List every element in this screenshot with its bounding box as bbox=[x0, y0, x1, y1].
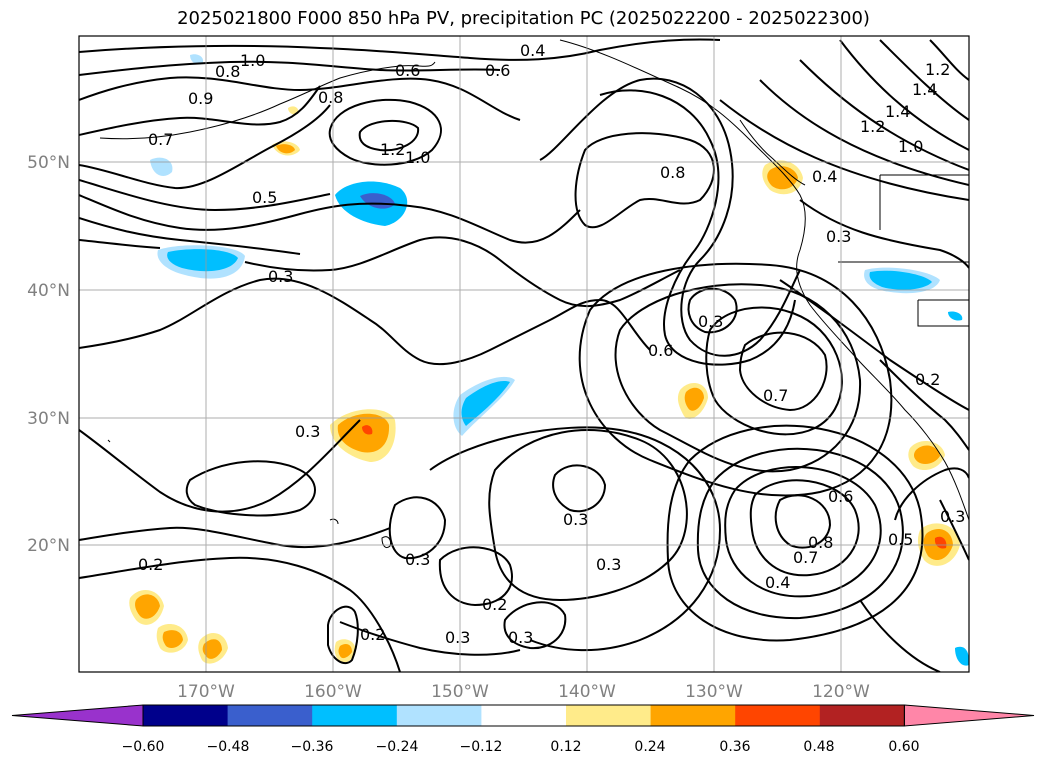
lon-label: 150°W bbox=[431, 682, 489, 702]
colorbar-tick-labels: −0.60 −0.48 −0.36 −0.24 −0.12 0.12 0.24 … bbox=[122, 739, 920, 755]
colorbar-tick-label: 0.36 bbox=[719, 739, 750, 755]
colorbar-segment bbox=[481, 705, 567, 726]
contour-label: 0.2 bbox=[138, 555, 163, 574]
lat-label: 20°N bbox=[27, 536, 70, 556]
latitude-labels: 50°N 40°N 30°N 20°N bbox=[27, 153, 70, 556]
contour-label: 0.3 bbox=[268, 267, 293, 286]
contour-label: 0.3 bbox=[698, 312, 723, 331]
contour-label: 1.0 bbox=[898, 137, 923, 156]
contour-label: 0.8 bbox=[215, 62, 240, 81]
contour-label: 1.4 bbox=[885, 102, 910, 121]
colorbar-segment bbox=[143, 705, 229, 726]
contour-label: 0.9 bbox=[188, 89, 213, 108]
contour-label: 0.6 bbox=[828, 487, 853, 506]
graticule bbox=[79, 36, 969, 672]
contour-label: 0.7 bbox=[148, 130, 173, 149]
contour-label: 0.3 bbox=[596, 555, 621, 574]
lat-label: 30°N bbox=[27, 409, 70, 429]
contour-label: 0.8 bbox=[660, 163, 685, 182]
colorbar-segment bbox=[650, 705, 736, 726]
contour-label: 0.2 bbox=[915, 370, 940, 389]
contour-label: 1.2 bbox=[860, 117, 885, 136]
colorbar-tick-label: 0.48 bbox=[803, 739, 834, 755]
colorbar-segment bbox=[396, 705, 482, 726]
contour-label: 0.5 bbox=[888, 530, 913, 549]
contour-label: 1.0 bbox=[405, 148, 430, 167]
map-area bbox=[79, 36, 969, 672]
contour-label: 0.2 bbox=[482, 595, 507, 614]
contour-label: 0.2 bbox=[360, 625, 385, 644]
lon-label: 170°W bbox=[177, 682, 235, 702]
lon-label: 120°W bbox=[812, 682, 870, 702]
contour-label: 0.7 bbox=[793, 548, 818, 567]
map-frame bbox=[78, 35, 970, 673]
colorbar-tick-label: −0.48 bbox=[207, 739, 250, 755]
contour-label: 0.3 bbox=[405, 550, 430, 569]
map-title: 2025021800 F000 850 hPa PV, precipitatio… bbox=[177, 8, 870, 29]
contour-label: 0.7 bbox=[763, 386, 788, 405]
colorbar-tick-label: −0.12 bbox=[460, 739, 503, 755]
lat-label: 50°N bbox=[27, 153, 70, 173]
contour-label: 0.6 bbox=[485, 61, 510, 80]
contour-label: 0.3 bbox=[563, 510, 588, 529]
lon-label: 140°W bbox=[558, 682, 616, 702]
contour-label: 0.3 bbox=[508, 628, 533, 647]
colorbar-tick-label: 0.60 bbox=[888, 739, 919, 755]
lat-label: 40°N bbox=[27, 281, 70, 301]
contour-label: 0.3 bbox=[445, 628, 470, 647]
colorbar-segment bbox=[566, 705, 652, 726]
contour-label: 0.3 bbox=[826, 227, 851, 246]
contour-label: 0.6 bbox=[648, 341, 673, 360]
colorbar-tick-label: −0.36 bbox=[291, 739, 334, 755]
contour-label: 0.4 bbox=[812, 167, 837, 186]
contour-label: 0.4 bbox=[520, 41, 545, 60]
colorbar-extend-right bbox=[903, 704, 1035, 727]
colorbar-tick-label: 0.12 bbox=[550, 739, 581, 755]
contour-label: 0.5 bbox=[252, 188, 277, 207]
colorbar-outline bbox=[142, 704, 905, 727]
colorbar bbox=[11, 704, 1035, 727]
colorbar-segment bbox=[735, 705, 821, 726]
colorbar-tick-label: −0.60 bbox=[122, 739, 165, 755]
contour-label: 1.2 bbox=[380, 140, 405, 159]
contour-label: 0.4 bbox=[765, 573, 790, 592]
contour-label: 0.6 bbox=[395, 61, 420, 80]
lon-label: 130°W bbox=[685, 682, 743, 702]
pv-contours bbox=[79, 38, 969, 672]
longitude-labels: 170°W 160°W 150°W 140°W 130°W 120°W bbox=[177, 682, 870, 702]
colorbar-tick-label: −0.24 bbox=[376, 739, 419, 755]
contour-label: 0.3 bbox=[295, 422, 320, 441]
colorbar-extend-left bbox=[11, 704, 144, 727]
coastlines bbox=[99, 39, 969, 549]
colorbar-segment bbox=[227, 705, 313, 726]
contour-label: 0.8 bbox=[318, 88, 343, 107]
colorbar-segment bbox=[819, 705, 905, 726]
contour-label: 1.0 bbox=[240, 51, 265, 70]
contour-labels: 1.0 0.8 0.4 0.6 0.6 0.8 0.9 0.7 1.2 1.0 … bbox=[138, 41, 965, 647]
lon-label: 160°W bbox=[304, 682, 362, 702]
contour-label: 1.2 bbox=[925, 60, 950, 79]
contour-label: 1.4 bbox=[912, 80, 937, 99]
colorbar-tick-label: 0.24 bbox=[634, 739, 665, 755]
contour-label: 0.8 bbox=[808, 533, 833, 552]
contour-label: 0.3 bbox=[940, 507, 965, 526]
colorbar-segment bbox=[312, 705, 398, 726]
